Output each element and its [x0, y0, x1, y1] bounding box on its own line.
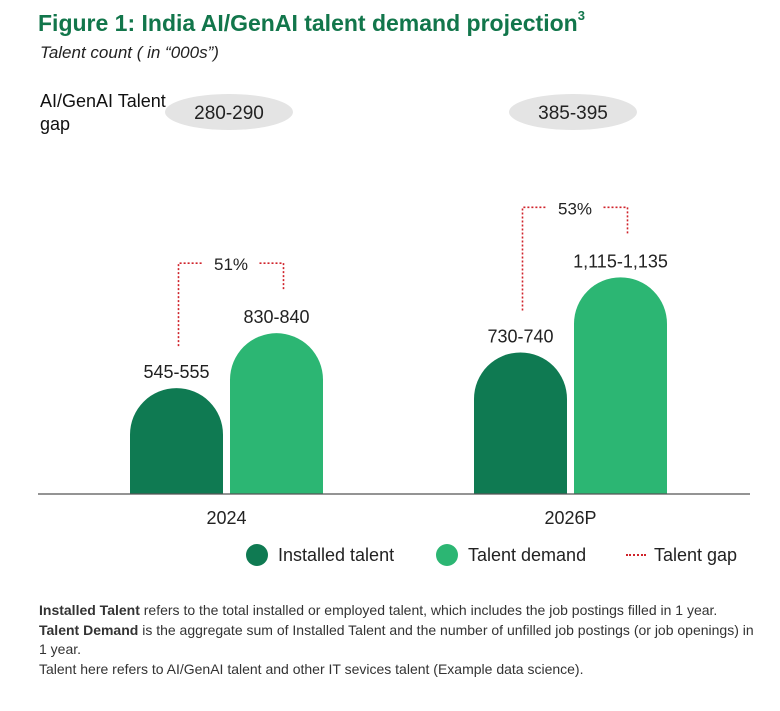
footnote-1-text: refers to the total installed or employe…	[139, 602, 718, 618]
bar-value-label: 1,115-1,135	[573, 251, 668, 271]
bar-demand-2026P	[574, 277, 667, 494]
figure-title-text: Figure 1: India AI/GenAI talent demand p…	[38, 10, 578, 36]
talent-gap-bracket-2024	[177, 262, 285, 347]
legend-demand-label: Talent demand	[468, 544, 587, 565]
x-tick-label: 2024	[206, 508, 246, 528]
talent-gap-percent: 53%	[558, 199, 592, 218]
footnote-2-term: Talent Demand	[39, 621, 139, 638]
gap-line-swatch	[626, 554, 646, 556]
footnote-2: Talent Demand is the aggregate sum of In…	[39, 621, 759, 660]
bar-demand-2024	[230, 333, 323, 494]
bar-value-label: 545-555	[143, 362, 209, 382]
legend-installed-label: Installed talent	[278, 544, 395, 565]
talent-gap-percent: 51%	[214, 255, 248, 274]
talent-gap-pill-2024	[165, 94, 293, 130]
demand-swatch	[436, 544, 458, 566]
chart: 545-555 830-840 2024 730-740 1,115-1,135 2026…	[38, 94, 750, 528]
talent-gap-value: 385-395	[538, 103, 608, 124]
bar-installed-2026P	[474, 352, 567, 494]
legend-demand: Talent demand	[436, 541, 586, 569]
figure-title: Figure 1: India AI/GenAI talent demand p…	[38, 8, 585, 37]
bar-installed-2024	[130, 388, 223, 494]
footnote-2-text: is the aggregate sum of Installed Talent…	[39, 621, 754, 658]
title-superscript: 3	[577, 8, 585, 24]
bar-value-label: 730-740	[487, 326, 553, 346]
bar-value-label: 830-840	[243, 307, 309, 327]
legend-gap-label: Talent gap	[654, 544, 738, 565]
x-tick-label: 2026P	[544, 508, 596, 528]
figure-subtitle: Talent count ( in “000s”)	[40, 43, 219, 62]
installed-swatch	[246, 544, 268, 566]
footnote-1: Installed Talent refers to the total ins…	[39, 601, 759, 621]
talent-gap-heading: AI/GenAI Talent gap	[40, 91, 166, 134]
talent-gap-pill-2026P	[509, 94, 637, 130]
footnote-1-term: Installed Talent	[39, 602, 140, 618]
footnote-3-text: Talent here refers to AI/GenAI talent an…	[39, 660, 584, 677]
talent-gap-value: 280-290	[194, 103, 264, 124]
footnote-3: Talent here refers to AI/GenAI talent an…	[39, 660, 759, 680]
legend-gap: Talent gap	[626, 541, 737, 569]
footnotes: Installed Talent refers to the total ins…	[39, 601, 759, 679]
talent-gap-bracket-2026P	[521, 206, 629, 311]
legend-installed: Installed talent	[246, 541, 394, 569]
